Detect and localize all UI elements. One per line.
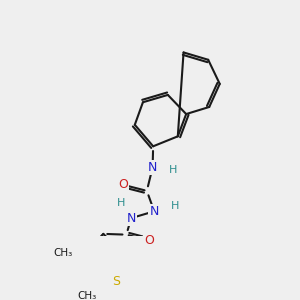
Text: H: H [117, 198, 125, 208]
Text: CH₃: CH₃ [77, 291, 97, 300]
Text: S: S [112, 275, 120, 288]
Text: H: H [171, 201, 179, 211]
Text: N: N [126, 212, 136, 225]
Text: N: N [149, 205, 159, 218]
Text: CH₃: CH₃ [54, 248, 73, 258]
Text: O: O [145, 234, 154, 247]
Text: H: H [169, 165, 177, 175]
Text: O: O [118, 178, 128, 191]
Text: N: N [148, 161, 157, 174]
